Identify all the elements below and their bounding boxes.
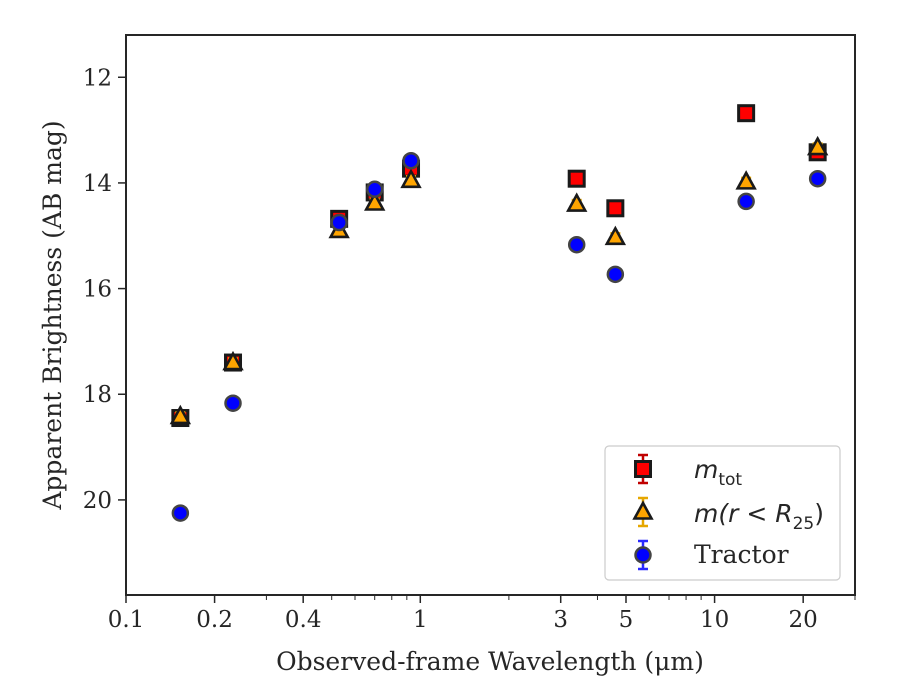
data-point-circle <box>606 265 625 284</box>
y-tick-label: 16 <box>83 277 112 303</box>
data-point-circle <box>402 151 420 170</box>
x-tick-label: 1 <box>413 607 428 633</box>
legend-marker-circle <box>634 546 652 564</box>
legend-mtot-sub: tot <box>718 470 742 490</box>
data-point-square <box>737 104 756 123</box>
data-point-triangle <box>364 191 386 211</box>
x-tick-label: 3 <box>553 607 568 633</box>
legend: mtot m(r < R25) Tractor <box>604 445 841 581</box>
data-point-circle <box>737 192 755 211</box>
axis-ticks: 0.1 0.2 0.4 1 3 5 10 20 12 14 16 18 20 <box>83 65 856 633</box>
data-point-circle <box>567 235 586 254</box>
data-point-triangle <box>222 350 244 371</box>
data-point-circle <box>365 180 384 199</box>
x-tick-label: 0.1 <box>108 607 145 633</box>
legend-label-tractor: Tractor <box>694 540 789 569</box>
x-axis-label: Observed-frame Wavelength (μm) <box>276 647 704 676</box>
data-point-triangle <box>735 170 757 190</box>
legend-marker-square <box>634 460 652 478</box>
legend-markers <box>632 453 654 571</box>
legend-box <box>604 445 841 581</box>
legend-label-mr25: m(r < R25) <box>694 499 824 534</box>
y-tick-label: 14 <box>83 171 112 197</box>
legend-mtot-base: m <box>694 455 718 484</box>
data-point-triangle <box>604 225 627 246</box>
data-point-circle <box>808 169 827 188</box>
legend-mr25-end: ) <box>814 499 824 528</box>
legend-mr25-base: m(r < R <box>694 499 793 528</box>
data-point-triangle <box>566 192 588 212</box>
data-points <box>169 104 829 522</box>
data-point-triangle <box>169 404 192 425</box>
data-point-square <box>567 169 586 188</box>
data-point-triangle <box>400 168 422 189</box>
y-tick-label: 18 <box>83 382 112 408</box>
plot-frame <box>125 34 856 596</box>
x-tick-label: 0.2 <box>196 607 233 633</box>
y-tick-label: 12 <box>83 65 112 91</box>
x-tick-label: 5 <box>619 607 634 633</box>
legend-label-mtot: mtot <box>694 455 742 490</box>
data-point-triangle <box>806 135 829 156</box>
data-point-square <box>606 199 625 218</box>
data-point-circle <box>330 213 348 232</box>
y-axis-label: Apparent Brightness (AB mag) <box>38 120 67 510</box>
legend-marker-triangle <box>632 500 654 520</box>
legend-mr25-sub: 25 <box>793 514 815 534</box>
y-tick-label: 20 <box>83 488 112 514</box>
series-circle <box>171 151 827 522</box>
x-tick-label: 0.4 <box>285 607 322 633</box>
series-triangle <box>169 135 829 425</box>
x-tick-label: 10 <box>700 607 729 633</box>
data-point-circle <box>171 504 190 522</box>
x-tick-label: 20 <box>789 607 818 633</box>
data-point-circle <box>224 394 242 412</box>
